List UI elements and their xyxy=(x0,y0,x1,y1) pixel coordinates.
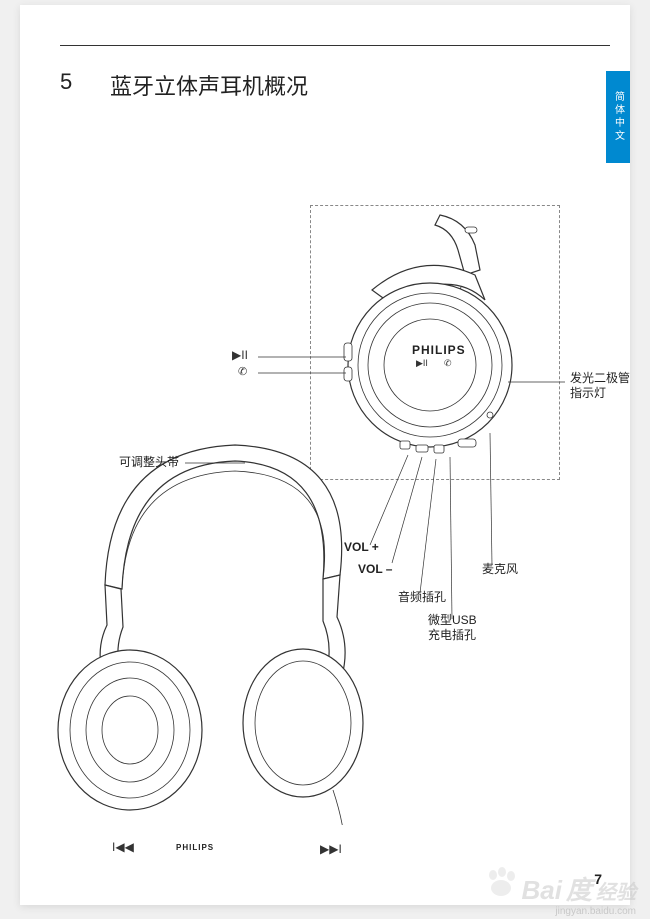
top-rule xyxy=(60,45,610,46)
section-title: 蓝牙立体声耳机概况 xyxy=(110,69,308,101)
label-voldown: VOL – xyxy=(358,562,392,577)
headphones-svg xyxy=(20,195,630,825)
wm-jy: 经验 xyxy=(596,876,636,905)
watermark-url: jingyan.baidu.com xyxy=(555,906,636,917)
prev-track-icon: I◀◀ xyxy=(112,840,134,854)
paw-icon xyxy=(484,865,518,899)
label-led: 发光二极管 指示灯 xyxy=(570,371,630,401)
wm-du: 度 xyxy=(566,870,592,907)
brand-text: PHILIPS xyxy=(412,343,466,358)
brand-bottom: PHILIPS xyxy=(176,843,214,853)
manual-page: 5 蓝牙立体声耳机概况 简体中文 xyxy=(20,5,630,905)
label-usb: 微型USB 充电插孔 xyxy=(428,613,477,643)
language-tab: 简体中文 xyxy=(606,71,630,163)
small-play-icon: ▶II xyxy=(416,358,428,369)
small-call-icon: ✆ xyxy=(444,358,452,369)
wm-bai: Bai xyxy=(522,875,562,906)
call-symbol: ✆ xyxy=(238,365,247,378)
play-pause-symbol: ▶II xyxy=(232,348,248,362)
next-track-icon: ▶▶I xyxy=(320,842,342,856)
baidu-watermark: Bai度 经验 xyxy=(484,865,636,907)
label-volup: VOL + xyxy=(344,540,379,555)
label-mic: 麦克风 xyxy=(482,562,518,577)
section-number: 5 xyxy=(60,69,72,95)
overview-diagram: ▶II ✆ 发光二极管 指示灯 可调整头带 VOL + VOL – 麦克风 音频… xyxy=(20,195,630,825)
label-headband: 可调整头带 xyxy=(119,455,179,470)
label-audio-jack: 音频插孔 xyxy=(398,590,446,605)
